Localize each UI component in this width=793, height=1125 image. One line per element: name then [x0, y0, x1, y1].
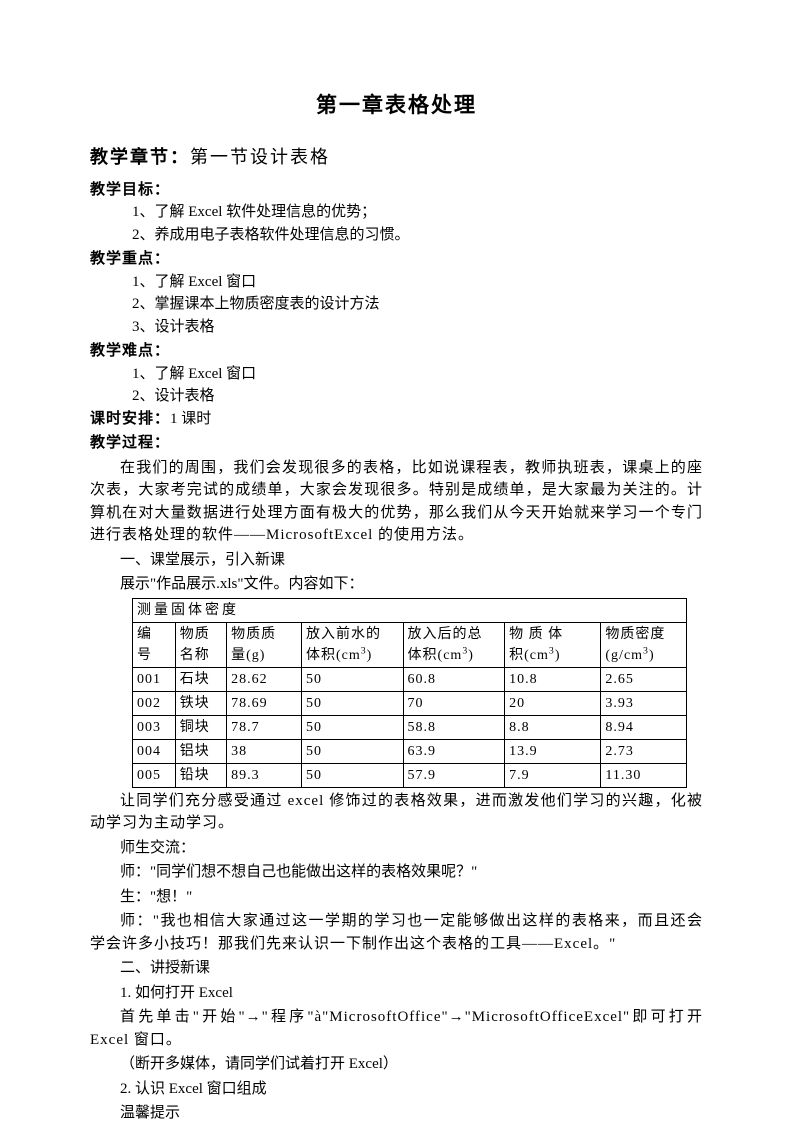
section-value: 第一节设计表格 — [190, 147, 330, 167]
difficulty-item-2: 2、设计表格 — [90, 385, 703, 408]
cell: 002 — [133, 691, 176, 715]
col-before: 放入前水的体积(cm3) — [301, 622, 403, 667]
cell: 57.9 — [403, 763, 505, 787]
col-after: 放入后的总体积(cm3) — [403, 622, 505, 667]
hours-label: 课时安排： — [90, 411, 170, 427]
dialog-line-1: 师："同学们想不想自己也能做出这样的表格效果呢？" — [90, 861, 703, 884]
table-header-row: 编号 物质名称 物质质量(g) 放入前水的体积(cm3) 放入后的总体积(cm3… — [133, 622, 687, 667]
section-line: 教学章节：第一节设计表格 — [90, 144, 703, 171]
open-excel-title: 1. 如何打开 Excel — [90, 982, 703, 1005]
hours-value: 1 课时 — [170, 411, 211, 427]
open-excel-line2: （断开多媒体，请同学们试着打开 Excel） — [90, 1053, 703, 1076]
density-table-wrap: 测量固体密度 编号 物质名称 物质质量(g) 放入前水的体积(cm3) 放入后的… — [90, 598, 703, 788]
cell: 63.9 — [403, 739, 505, 763]
cell: 铅块 — [175, 763, 226, 787]
cell: 004 — [133, 739, 176, 763]
cell: 005 — [133, 763, 176, 787]
cell: 8.8 — [505, 715, 601, 739]
cell: 10.8 — [505, 667, 601, 691]
table-row: 002 铁块 78.69 50 70 20 3.93 — [133, 691, 687, 715]
cell: 3.93 — [601, 691, 687, 715]
dialog-heading: 师生交流： — [90, 837, 703, 860]
cell: 50 — [301, 763, 403, 787]
window-section-tip: 温馨提示 — [90, 1102, 703, 1125]
hours-line: 课时安排：1 课时 — [90, 408, 703, 431]
col-volume: 物 质 体积(cm3) — [505, 622, 601, 667]
cell: 50 — [301, 691, 403, 715]
after-table-paragraph: 让同学们充分感受通过 excel 修饰过的表格效果，进而激发他们学习的兴趣，化被… — [90, 790, 703, 835]
focus-item-1: 1、了解 Excel 窗口 — [90, 271, 703, 294]
goals-label: 教学目标： — [90, 179, 703, 202]
cell: 铁块 — [175, 691, 226, 715]
table-row: 005 铅块 89.3 50 57.9 7.9 11.30 — [133, 763, 687, 787]
step2-title: 二、讲授新课 — [90, 957, 703, 980]
cell: 50 — [301, 715, 403, 739]
process-label: 教学过程： — [90, 432, 703, 455]
cell: 2.73 — [601, 739, 687, 763]
cell: 38 — [227, 739, 302, 763]
cell: 78.7 — [227, 715, 302, 739]
col-id: 编号 — [133, 622, 176, 667]
dialog-line-2: 生："想！" — [90, 886, 703, 909]
cell: 2.65 — [601, 667, 687, 691]
show-line: 展示"作品展示.xls"文件。内容如下： — [90, 573, 703, 596]
dialog-teacher-long: 师："我也相信大家通过这一学期的学习也一定能够做出这样的表格来，而且还会学会许多… — [90, 910, 703, 955]
cell: 001 — [133, 667, 176, 691]
col-name: 物质名称 — [175, 622, 226, 667]
goals-item-1: 1、了解 Excel 软件处理信息的优势； — [90, 201, 703, 224]
chapter-title: 第一章表格处理 — [90, 90, 703, 122]
window-section-title: 2. 认识 Excel 窗口组成 — [90, 1078, 703, 1101]
cell: 13.9 — [505, 739, 601, 763]
cell: 20 — [505, 691, 601, 715]
cell: 7.9 — [505, 763, 601, 787]
table-row: 004 铝块 38 50 63.9 13.9 2.73 — [133, 739, 687, 763]
cell: 铜块 — [175, 715, 226, 739]
cell: 89.3 — [227, 763, 302, 787]
cell: 石块 — [175, 667, 226, 691]
section-label: 教学章节： — [90, 147, 190, 167]
focus-label: 教学重点： — [90, 248, 703, 271]
difficulty-item-1: 1、了解 Excel 窗口 — [90, 363, 703, 386]
cell: 78.69 — [227, 691, 302, 715]
cell: 8.94 — [601, 715, 687, 739]
table-row: 003 铜块 78.7 50 58.8 8.8 8.94 — [133, 715, 687, 739]
table-caption-row: 测量固体密度 — [133, 598, 687, 622]
col-density: 物质密度(g/cm3) — [601, 622, 687, 667]
focus-item-2: 2、掌握课本上物质密度表的设计方法 — [90, 293, 703, 316]
table-caption: 测量固体密度 — [133, 598, 687, 622]
cell: 58.8 — [403, 715, 505, 739]
col-mass: 物质质量(g) — [227, 622, 302, 667]
step1-title: 一、课堂展示，引入新课 — [90, 549, 703, 572]
focus-item-3: 3、设计表格 — [90, 316, 703, 339]
cell: 70 — [403, 691, 505, 715]
cell: 28.62 — [227, 667, 302, 691]
cell: 50 — [301, 667, 403, 691]
table-row: 001 石块 28.62 50 60.8 10.8 2.65 — [133, 667, 687, 691]
cell: 铝块 — [175, 739, 226, 763]
cell: 11.30 — [601, 763, 687, 787]
open-excel-line1: 首先单击"开始"→"程序"à"MicrosoftOffice"→"Microso… — [90, 1006, 703, 1051]
cell: 60.8 — [403, 667, 505, 691]
intro-paragraph: 在我们的周围，我们会发现很多的表格，比如说课程表，教师执班表，课桌上的座次表，大… — [90, 457, 703, 547]
difficulty-label: 教学难点： — [90, 340, 703, 363]
cell: 50 — [301, 739, 403, 763]
goals-item-2: 2、养成用电子表格软件处理信息的习惯。 — [90, 224, 703, 247]
density-table: 测量固体密度 编号 物质名称 物质质量(g) 放入前水的体积(cm3) 放入后的… — [132, 598, 687, 788]
cell: 003 — [133, 715, 176, 739]
